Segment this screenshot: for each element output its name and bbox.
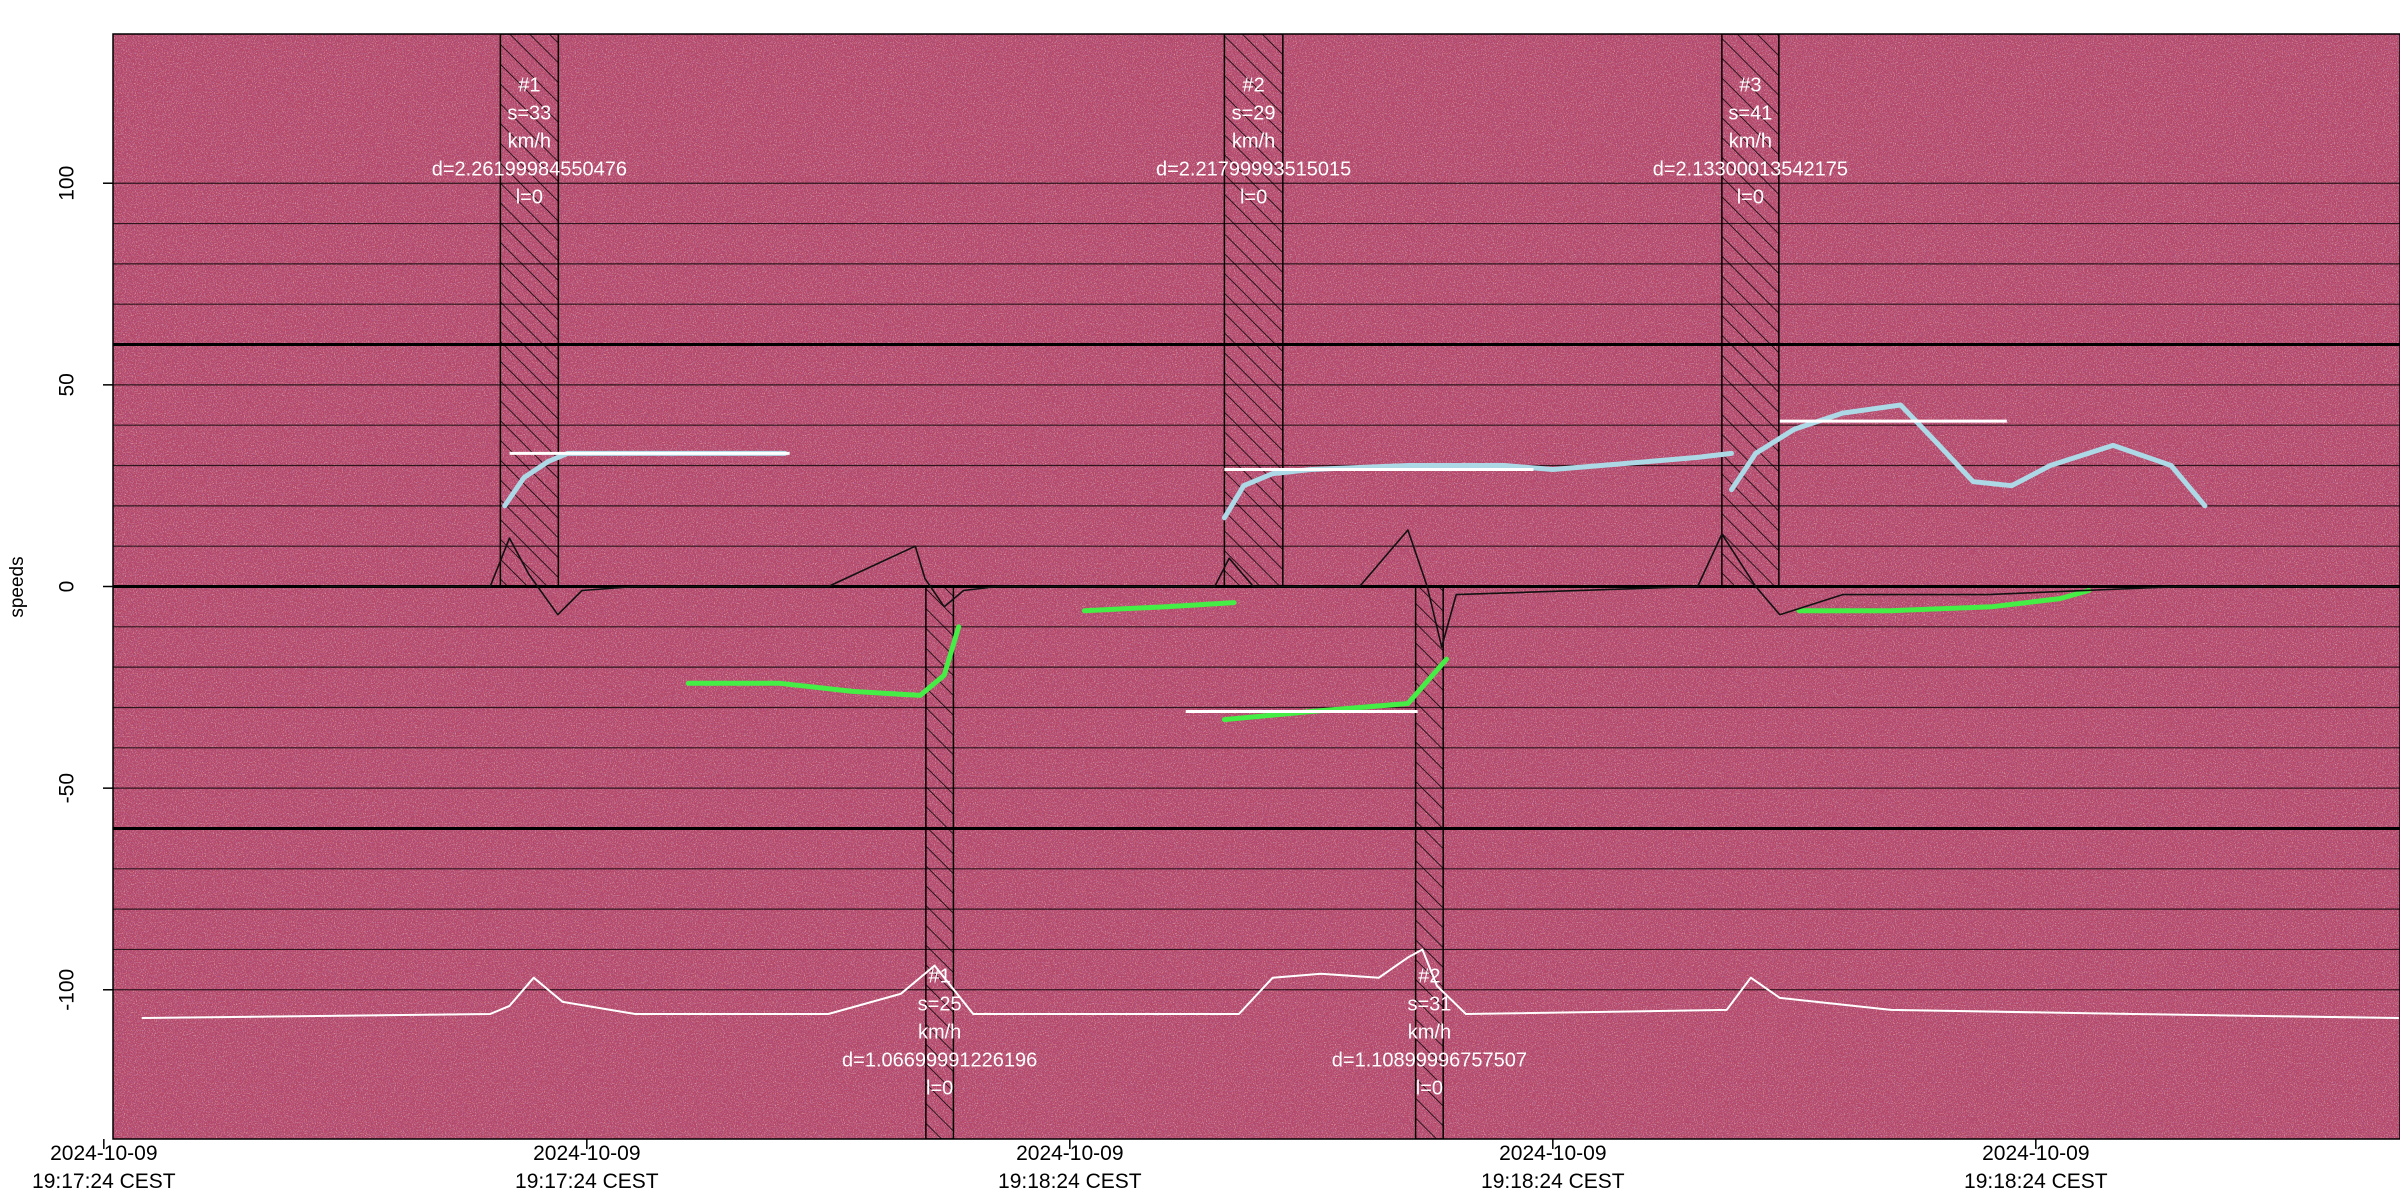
- speed-trace: [1729, 402, 2208, 509]
- band-label: km/h: [1232, 130, 1275, 152]
- speed-trace: [320, 529, 2399, 648]
- band-label: l=0: [516, 186, 543, 208]
- band-label: d=2.13300013542175: [1653, 158, 1848, 180]
- band-label: s=31: [1407, 993, 1451, 1015]
- band-label: #1: [929, 965, 951, 987]
- y-axis-label: speeds: [7, 556, 28, 617]
- band-label: s=33: [507, 102, 551, 124]
- band-label: km/h: [508, 130, 551, 152]
- band-label: s=25: [918, 993, 962, 1015]
- band-label: d=2.26199984550476: [432, 158, 627, 180]
- speed-trace: [1081, 600, 1237, 614]
- band-label: d=1.10899996757507: [1332, 1049, 1527, 1071]
- band-label: km/h: [1408, 1021, 1451, 1043]
- y-tick-label: 100: [56, 166, 79, 201]
- band-label: l=0: [1737, 186, 1764, 208]
- band-label: l=0: [1240, 186, 1267, 208]
- y-tick-label: 50: [56, 373, 79, 396]
- x-tick-label: 2024-10-09 19:18:24 CEST: [998, 1142, 1142, 1193]
- band-label: s=29: [1232, 102, 1276, 124]
- x-tick-label: 2024-10-09 19:18:24 CEST: [1964, 1142, 2108, 1193]
- band-label: d=2.21799993515015: [1156, 158, 1351, 180]
- speed-trace: [1796, 588, 2092, 614]
- band-label: d=1.06699991226196: [842, 1049, 1037, 1071]
- y-tick-label: -100: [56, 969, 79, 1011]
- band-label: l=0: [1416, 1077, 1443, 1099]
- y-tick-label: -50: [56, 773, 79, 803]
- x-tick-label: 2024-10-09 19:17:24 CEST: [515, 1142, 659, 1193]
- plot-frame: [112, 33, 2400, 1140]
- band-label: km/h: [1729, 130, 1772, 152]
- hatched-band: [1721, 34, 1780, 588]
- band-label: l=0: [926, 1077, 953, 1099]
- speed-trace: [1221, 450, 1734, 521]
- plot-area: #1 s=33 km/h d=2.26199984550476 l=0 #2 s=29 km/…: [113, 34, 2400, 1139]
- speed-trace: [685, 624, 962, 698]
- band-label: #1: [518, 74, 540, 96]
- band-label: #2: [1242, 74, 1264, 96]
- x-tick-label: 2024-10-09 19:17:24 CEST: [32, 1142, 176, 1193]
- x-tick-label: 2024-10-09 19:18:24 CEST: [1481, 1142, 1625, 1193]
- band-label: km/h: [918, 1021, 961, 1043]
- band-label: #3: [1739, 74, 1761, 96]
- speed-trace: [1221, 656, 1450, 723]
- speed-trace: [141, 948, 2400, 1019]
- y-tick-label: 0: [56, 581, 79, 593]
- band-label: s=41: [1728, 102, 1772, 124]
